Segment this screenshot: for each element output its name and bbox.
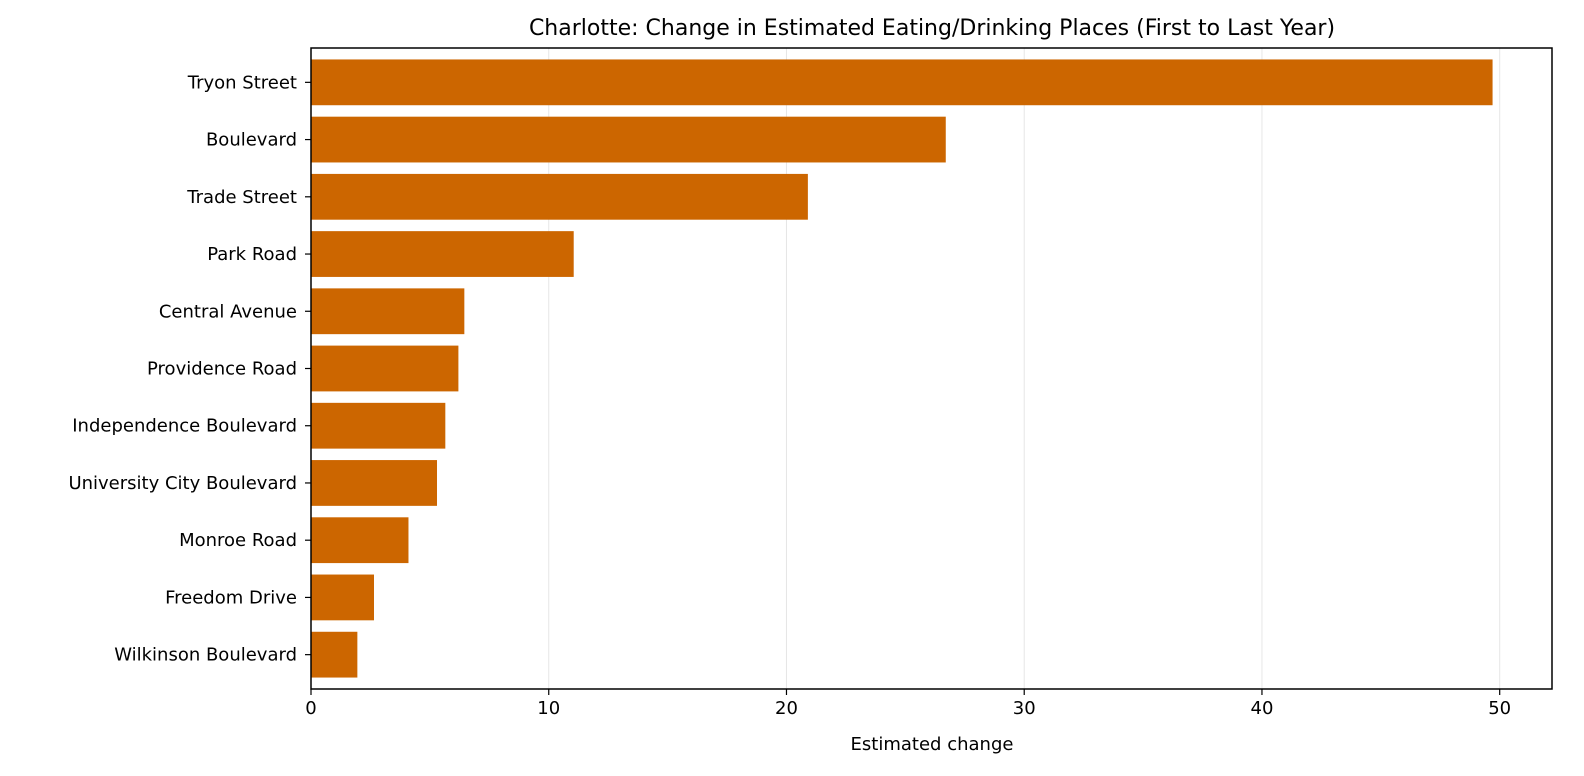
x-axis-label: Estimated change xyxy=(851,734,1014,755)
bar xyxy=(311,631,358,678)
bar xyxy=(311,402,446,449)
x-tick-label: 20 xyxy=(775,698,798,719)
x-tick-label: 50 xyxy=(1488,698,1511,719)
y-tick-label: Freedom Drive xyxy=(165,587,297,608)
y-tick-label: Boulevard xyxy=(206,130,297,151)
bar xyxy=(311,59,1493,106)
y-tick-label: Tryon Street xyxy=(187,72,297,93)
bar xyxy=(311,231,574,277)
x-tick-label: 0 xyxy=(305,698,316,719)
bar xyxy=(311,574,375,621)
bar xyxy=(311,288,465,335)
bar xyxy=(311,345,459,392)
y-tick-label: University City Boulevard xyxy=(68,473,297,494)
y-tick-label: Providence Road xyxy=(147,359,297,380)
x-tick-label: 10 xyxy=(537,698,560,719)
bar xyxy=(311,173,808,220)
chart-title: Charlotte: Change in Estimated Eating/Dr… xyxy=(529,16,1335,41)
x-tick-label: 30 xyxy=(1013,698,1036,719)
bar xyxy=(311,517,409,564)
y-tick-label: Trade Street xyxy=(186,187,297,208)
y-tick-label: Park Road xyxy=(207,244,297,265)
y-tick-label: Wilkinson Boulevard xyxy=(114,645,297,666)
y-tick-label: Independence Boulevard xyxy=(72,416,297,437)
x-tick-label: 40 xyxy=(1251,698,1274,719)
y-tick-label: Monroe Road xyxy=(179,530,297,551)
bar xyxy=(311,460,438,506)
y-tick-label: Central Avenue xyxy=(159,301,297,322)
bar xyxy=(311,116,946,163)
